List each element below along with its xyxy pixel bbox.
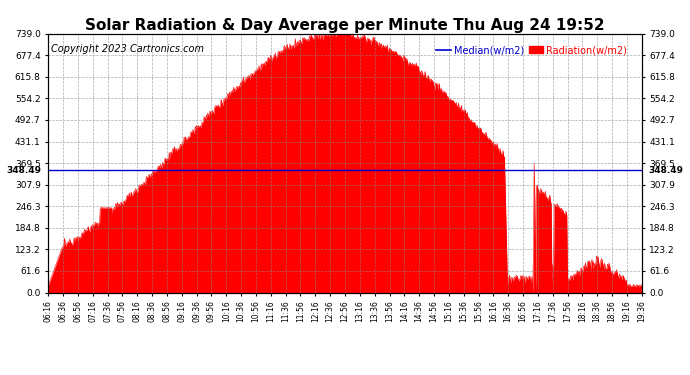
Text: 348.49: 348.49 — [6, 166, 41, 175]
Title: Solar Radiation & Day Average per Minute Thu Aug 24 19:52: Solar Radiation & Day Average per Minute… — [85, 18, 605, 33]
Text: Copyright 2023 Cartronics.com: Copyright 2023 Cartronics.com — [51, 44, 204, 54]
Legend: Median(w/m2), Radiation(w/m2): Median(w/m2), Radiation(w/m2) — [432, 41, 631, 59]
Text: 348.49: 348.49 — [649, 166, 684, 175]
